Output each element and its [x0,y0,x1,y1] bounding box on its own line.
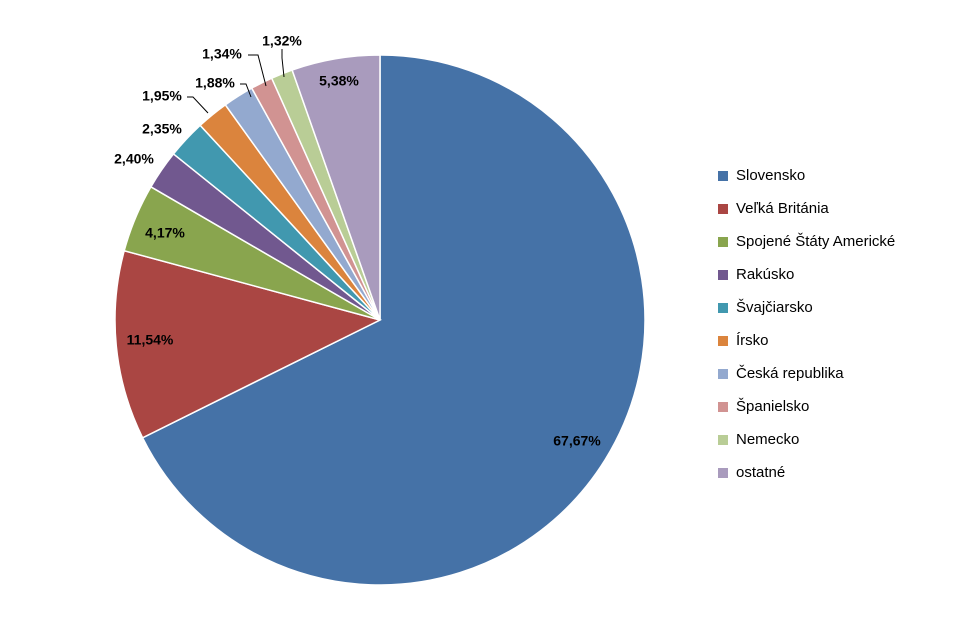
data-label: 2,40% [114,151,154,167]
leader-line [281,49,285,78]
leader-line [248,54,267,87]
data-label: 1,88% [195,75,235,91]
data-label: 67,67% [553,433,601,449]
leader-line [187,96,209,114]
pie-slice [291,54,381,321]
legend-label: Španielsko [736,398,809,415]
data-label: 5,38% [319,73,359,89]
pie-slices [114,54,646,586]
leader-lines [187,49,285,114]
data-label: 1,95% [142,88,182,104]
data-label: 4,17% [145,225,185,241]
data-label: 2,35% [142,121,182,137]
legend-swatch [718,303,728,313]
legend-swatch [718,369,728,379]
legend-label: Švajčiarsko [736,299,813,316]
data-label: 1,34% [202,46,242,62]
legend-swatch [718,204,728,214]
legend-label: Nemecko [736,431,799,448]
leader-line [240,83,252,98]
legend-swatch [718,435,728,445]
legend-swatch [718,402,728,412]
pie-slice [114,249,383,439]
pie-slice [141,54,646,586]
data-label: 11,54% [127,332,174,348]
legend: Slovensko Veľká Británia Spojené Štáty Ame… [718,167,895,481]
legend-swatch [718,270,728,280]
legend-label: Spojené Štáty Americké [736,233,895,250]
legend-label: ostatné [736,464,785,481]
legend-label: Slovensko [736,167,805,184]
legend-label: Rakúsko [736,266,794,283]
legend-label: Veľká Británia [736,200,829,217]
legend-swatch [718,468,728,478]
legend-label: Česká republika [736,365,844,382]
legend-swatch [718,171,728,181]
legend-label: Írsko [736,332,769,349]
data-labels: 67,67% 11,54% 4,17% 2,40% 2,35% 1,95% 1,88% 1,3… [114,33,601,449]
data-label: 1,32% [262,33,302,49]
legend-swatch [718,237,728,247]
legend-swatch [718,336,728,346]
